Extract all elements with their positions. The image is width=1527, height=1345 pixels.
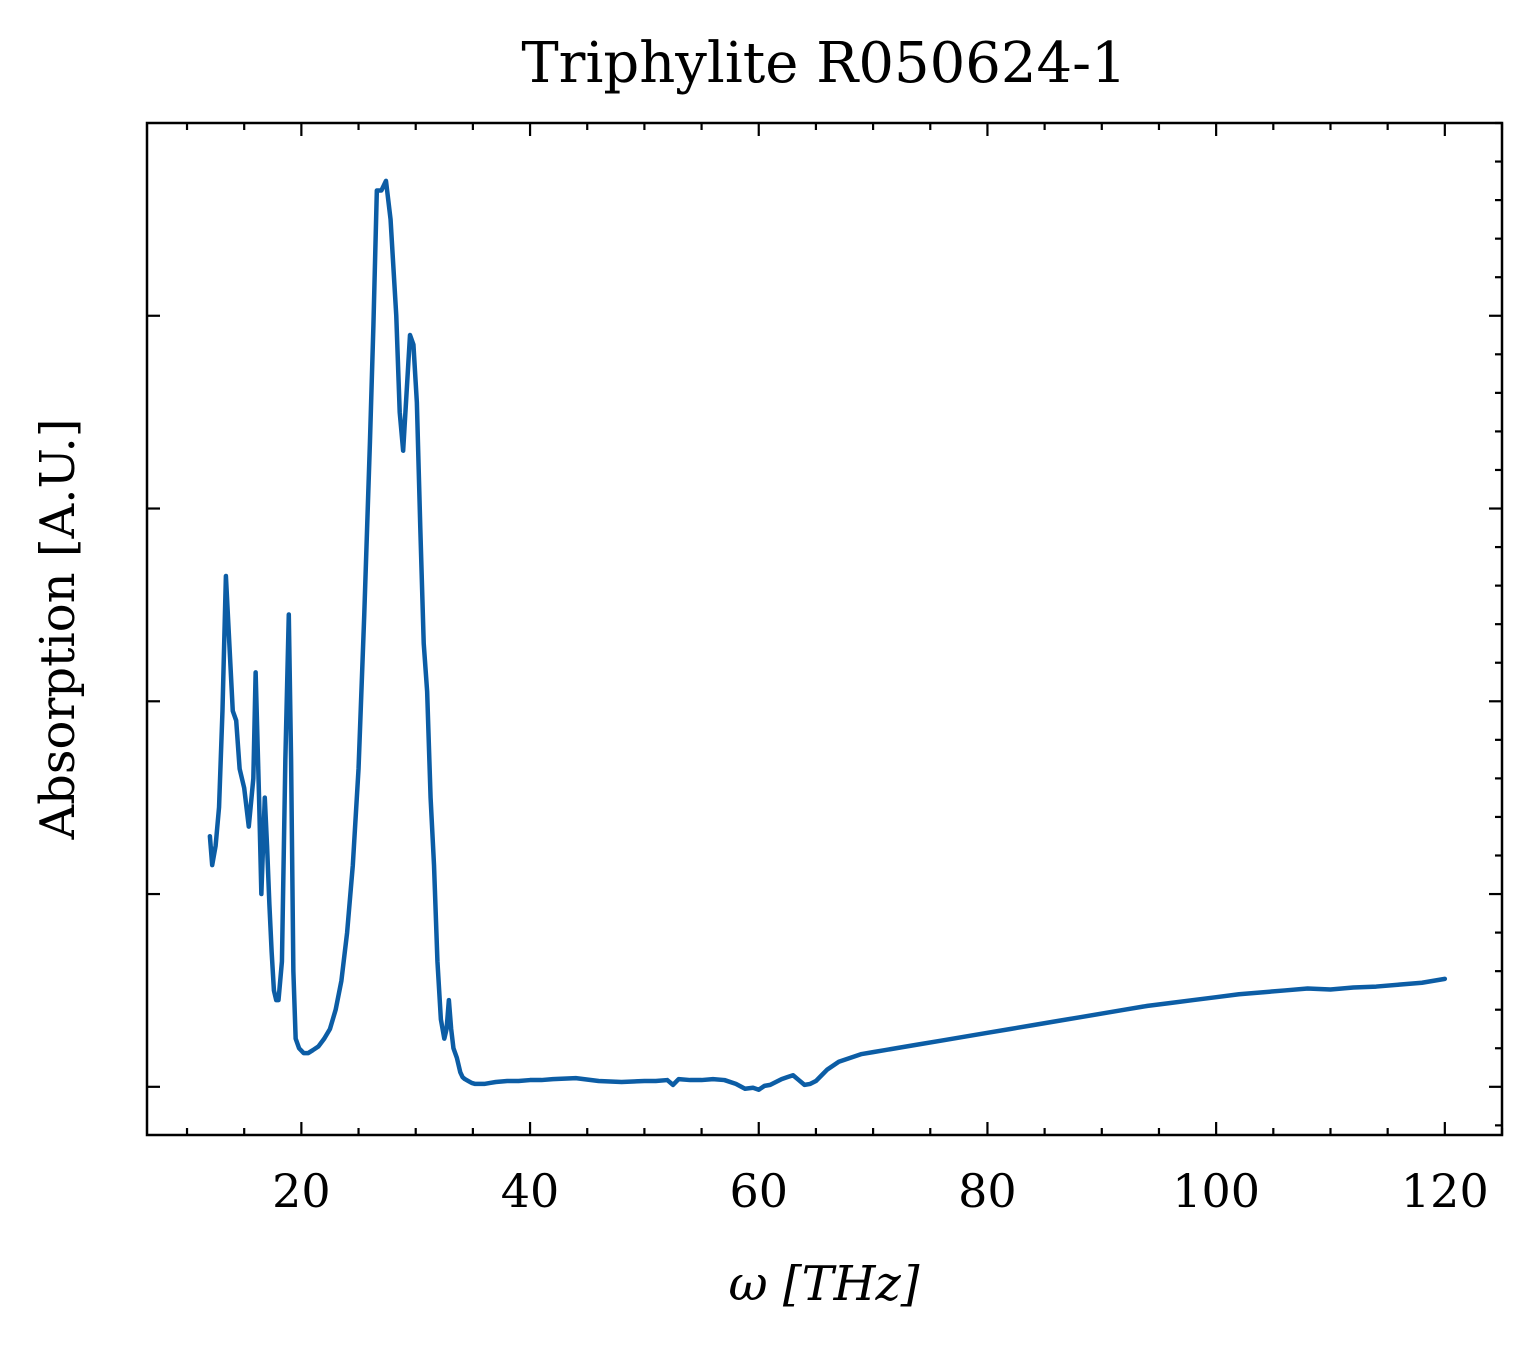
- x-axis-label: ω [THz]: [728, 1256, 919, 1312]
- x-tick-label-4: 100: [1172, 1164, 1260, 1218]
- plot-area-frame: [145, 121, 1504, 1137]
- y-axis-label: Absorption [A.U.]: [30, 419, 86, 841]
- series-layer: [207, 178, 1448, 1092]
- x-tick-label-5: 120: [1401, 1164, 1489, 1218]
- series-line-0: [207, 178, 1448, 1092]
- x-tick-label-1: 40: [501, 1164, 560, 1218]
- chart-title: Triphylite R050624-1: [521, 31, 1126, 96]
- x-tick-labels: 20 40 60 80 100 120: [272, 1164, 1489, 1218]
- x-tick-label-3: 80: [958, 1164, 1017, 1218]
- x-tick-label-0: 20: [272, 1164, 331, 1218]
- x-tick-label-2: 60: [729, 1164, 788, 1218]
